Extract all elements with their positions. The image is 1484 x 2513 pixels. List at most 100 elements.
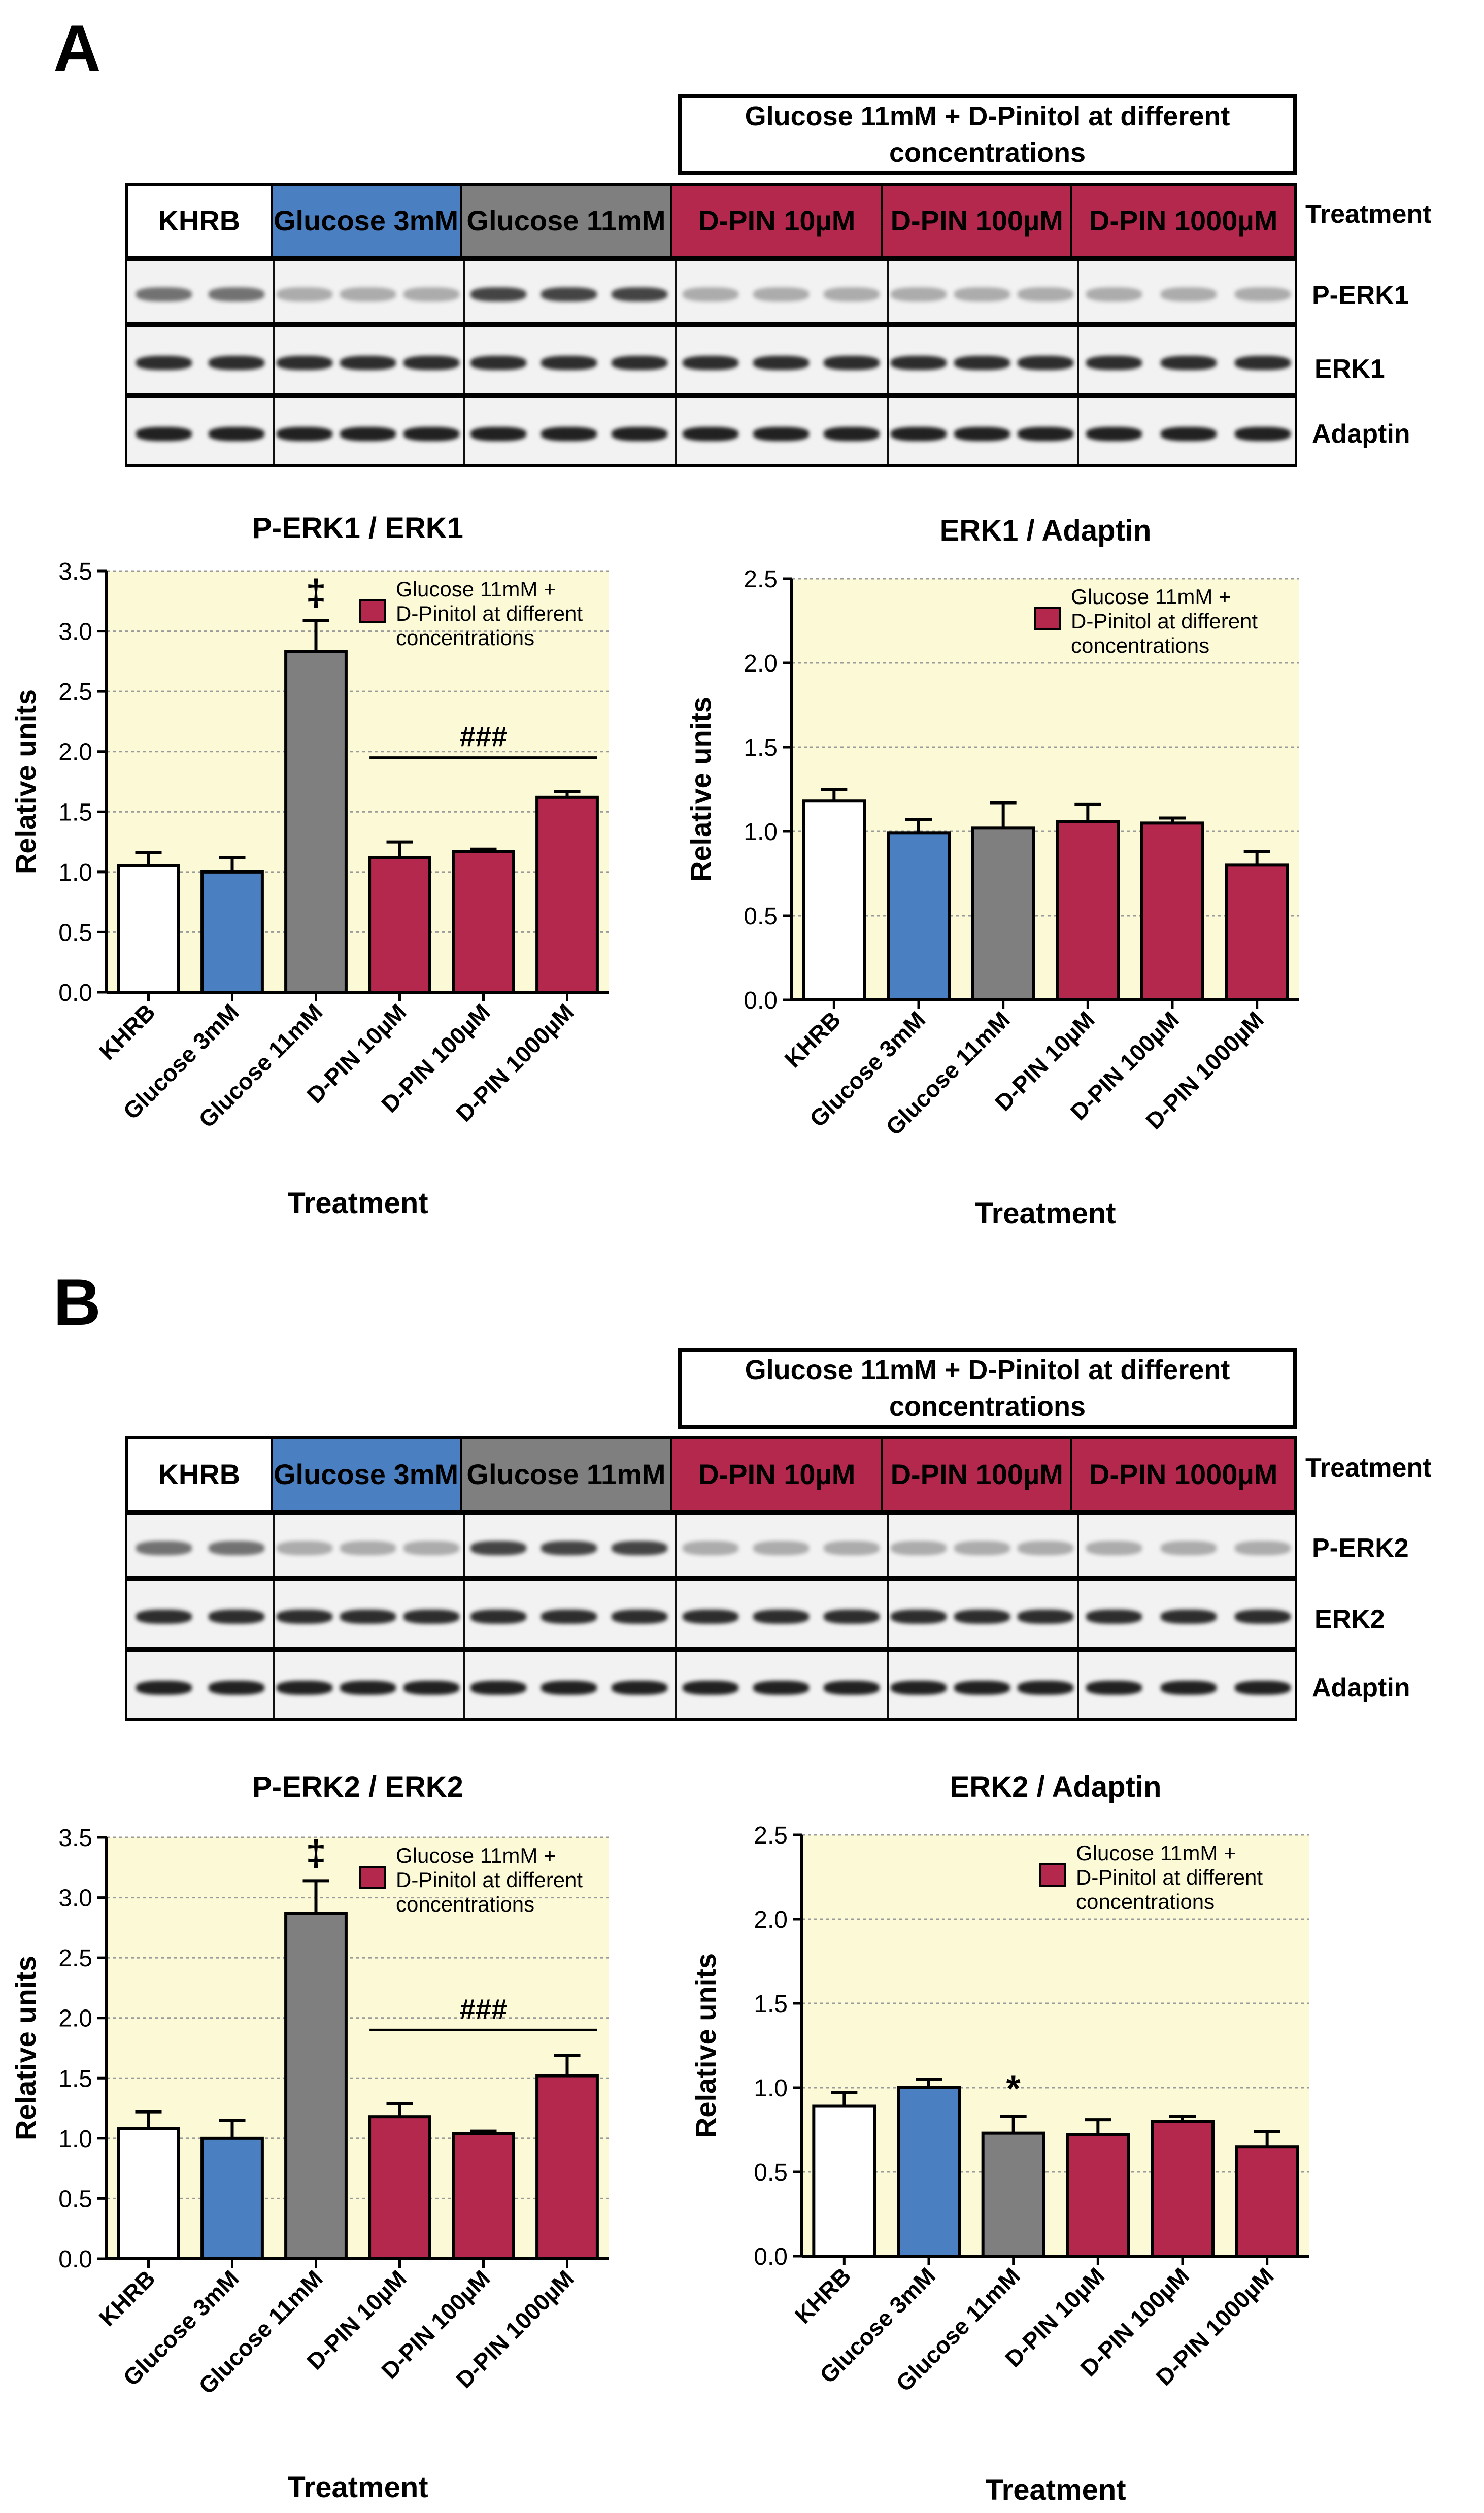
- blot-band: [1160, 356, 1217, 370]
- blot-band: [136, 427, 192, 441]
- panel-a-row-label-1: P-ERK1: [1312, 281, 1409, 310]
- blot-band: [470, 1610, 526, 1624]
- lane-separator: [1077, 398, 1079, 464]
- y-tick-label: 0.5: [58, 2186, 92, 2213]
- blot-band: [612, 287, 668, 301]
- bar: [1151, 2120, 1215, 2258]
- plot-area: [802, 1835, 1309, 2256]
- blot-band: [208, 356, 264, 370]
- blot-band: [890, 356, 947, 370]
- y-tick-label: 2.0: [58, 2005, 92, 2032]
- blot-band: [340, 1610, 396, 1624]
- chart-title: ERK1 / Adaptin: [940, 514, 1152, 547]
- x-tick-label: KHRB: [94, 2265, 160, 2331]
- legend-text: Glucose 11mM +: [396, 577, 556, 601]
- significance-mark: ‡: [306, 573, 326, 613]
- lane-separator: [273, 1581, 275, 1647]
- legend-text: Glucose 11mM +: [396, 1844, 556, 1867]
- y-axis-label: Relative units: [10, 1956, 42, 2140]
- treatment-dpin-1000: D-PIN 1000µM: [1072, 1439, 1294, 1510]
- blot-band: [208, 1681, 264, 1695]
- treatment-dpin-10: D-PIN 10µM: [672, 186, 884, 256]
- panel-b-treatment-row: KHRB Glucose 3mM Glucose 11mM D-PIN 10µM…: [125, 1436, 1297, 1513]
- legend-text: concentrations: [396, 1892, 534, 1916]
- bar: [200, 2136, 264, 2260]
- treatment-dpin-1000: D-PIN 1000µM: [1072, 186, 1294, 256]
- lane-separator: [273, 398, 275, 464]
- legend-swatch: [359, 599, 386, 623]
- legend-text: Glucose 11mM +: [1071, 585, 1231, 609]
- blot-band: [753, 1610, 809, 1624]
- bar: [981, 2131, 1045, 2258]
- bar: [1235, 2145, 1299, 2258]
- blot-band: [682, 1681, 738, 1695]
- blot-band: [682, 356, 738, 370]
- blot-band: [470, 1681, 526, 1695]
- blot-band: [1017, 1610, 1073, 1624]
- lane-separator: [463, 1581, 465, 1647]
- panel-b-treatment-label: Treatment: [1305, 1453, 1432, 1483]
- blot-band: [612, 1541, 668, 1555]
- legend-text: D-Pinitol at different: [1071, 609, 1258, 633]
- blot-band: [753, 1681, 809, 1695]
- legend-text: D-Pinitol at different: [396, 1868, 583, 1892]
- panel-a-treatment-row: KHRB Glucose 3mM Glucose 11mM D-PIN 10µM…: [125, 183, 1297, 259]
- bar: [368, 856, 431, 994]
- blot-strip: [125, 1650, 1297, 1721]
- y-tick-label: 3.5: [58, 558, 92, 585]
- blot-band: [136, 287, 192, 301]
- blot-band: [954, 356, 1010, 370]
- blot-band: [208, 287, 264, 301]
- legend-text: D-Pinitol at different: [1076, 1865, 1263, 1889]
- plot-area: [107, 1837, 609, 2259]
- panel-b-row-label-2: ERK2: [1314, 1604, 1385, 1634]
- y-axis-label: Relative units: [10, 689, 42, 874]
- treatment-glucose-11mm: Glucose 11mM: [461, 1439, 673, 1510]
- blot-band: [1160, 1541, 1217, 1555]
- blot-band: [340, 1681, 396, 1695]
- bar: [1066, 2133, 1130, 2258]
- lane-separator: [273, 1652, 275, 1718]
- blot-band: [954, 287, 1010, 301]
- blot-band: [682, 1541, 738, 1555]
- lane-separator: [887, 1581, 889, 1647]
- significance-mark: ###: [460, 721, 507, 753]
- blot-band: [136, 1541, 192, 1555]
- blot-band: [612, 356, 668, 370]
- blot-band: [1017, 427, 1073, 441]
- bar: [971, 826, 1035, 1001]
- significance-mark: ‡: [306, 1833, 326, 1873]
- y-tick-label: 1.0: [58, 859, 92, 886]
- y-tick-label: 3.0: [58, 619, 92, 646]
- blot-band: [890, 427, 947, 441]
- treatment-khrb: KHRB: [128, 186, 273, 256]
- bar: [887, 831, 951, 1001]
- blot-band: [1160, 1681, 1217, 1695]
- significance-mark: ###: [460, 1993, 507, 2025]
- y-tick-label: 1.5: [744, 734, 778, 761]
- lane-separator: [273, 1515, 275, 1576]
- bar: [535, 2074, 599, 2260]
- lane-separator: [1077, 1581, 1079, 1647]
- blot-band: [403, 1681, 459, 1695]
- y-tick-label: 0.0: [58, 2246, 92, 2273]
- bar: [368, 2115, 431, 2261]
- blot-band: [1234, 427, 1291, 441]
- blot-strip: [125, 259, 1297, 325]
- blot-band: [403, 1541, 459, 1555]
- blot-band: [208, 1610, 264, 1624]
- lane-separator: [1077, 1515, 1079, 1576]
- blot-band: [541, 356, 597, 370]
- blot-band: [1234, 356, 1291, 370]
- blot-band: [682, 1610, 738, 1624]
- lane-separator: [675, 261, 677, 322]
- blot-band: [470, 356, 526, 370]
- blot-band: [136, 356, 192, 370]
- blot-band: [682, 427, 738, 441]
- blot-band: [954, 1610, 1010, 1624]
- blot-band: [208, 427, 264, 441]
- lane-separator: [887, 261, 889, 322]
- blot-band: [1086, 287, 1142, 301]
- panel-b-letter: B: [53, 1265, 101, 1339]
- bar: [535, 795, 599, 994]
